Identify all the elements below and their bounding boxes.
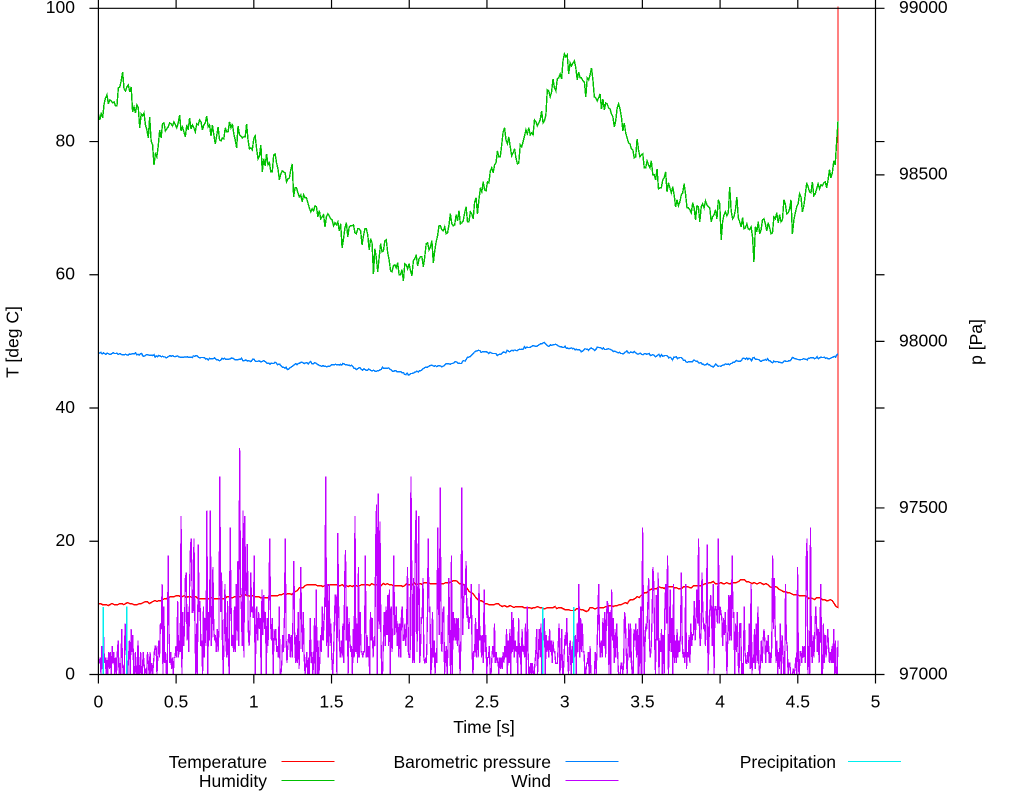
svg-text:0: 0 xyxy=(94,692,104,712)
svg-text:Barometric pressure: Barometric pressure xyxy=(393,752,551,772)
svg-text:80: 80 xyxy=(56,130,76,150)
svg-text:99000: 99000 xyxy=(899,0,948,17)
svg-text:98500: 98500 xyxy=(899,164,948,184)
svg-text:Humidity: Humidity xyxy=(199,771,267,791)
svg-text:4.5: 4.5 xyxy=(786,692,810,712)
svg-text:Wind: Wind xyxy=(511,771,551,791)
svg-text:3: 3 xyxy=(560,692,570,712)
svg-text:0: 0 xyxy=(65,663,75,683)
svg-text:1: 1 xyxy=(249,692,259,712)
svg-text:100: 100 xyxy=(46,0,75,17)
svg-text:20: 20 xyxy=(56,530,76,550)
svg-text:2.5: 2.5 xyxy=(475,692,499,712)
svg-text:Time [s]: Time [s] xyxy=(453,717,515,737)
svg-text:Temperature: Temperature xyxy=(169,752,267,772)
svg-text:T [deg C]: T [deg C] xyxy=(3,306,23,378)
svg-text:1.5: 1.5 xyxy=(319,692,343,712)
svg-text:2: 2 xyxy=(404,692,414,712)
svg-text:0.5: 0.5 xyxy=(164,692,188,712)
svg-text:4: 4 xyxy=(715,692,725,712)
svg-text:Precipitation: Precipitation xyxy=(740,752,836,772)
svg-text:5: 5 xyxy=(871,692,881,712)
svg-text:p [Pa]: p [Pa] xyxy=(966,319,986,365)
svg-text:97500: 97500 xyxy=(899,497,948,517)
svg-text:97000: 97000 xyxy=(899,663,948,683)
svg-text:98000: 98000 xyxy=(899,330,948,350)
svg-text:60: 60 xyxy=(56,264,76,284)
svg-text:3.5: 3.5 xyxy=(630,692,654,712)
svg-text:40: 40 xyxy=(56,397,76,417)
